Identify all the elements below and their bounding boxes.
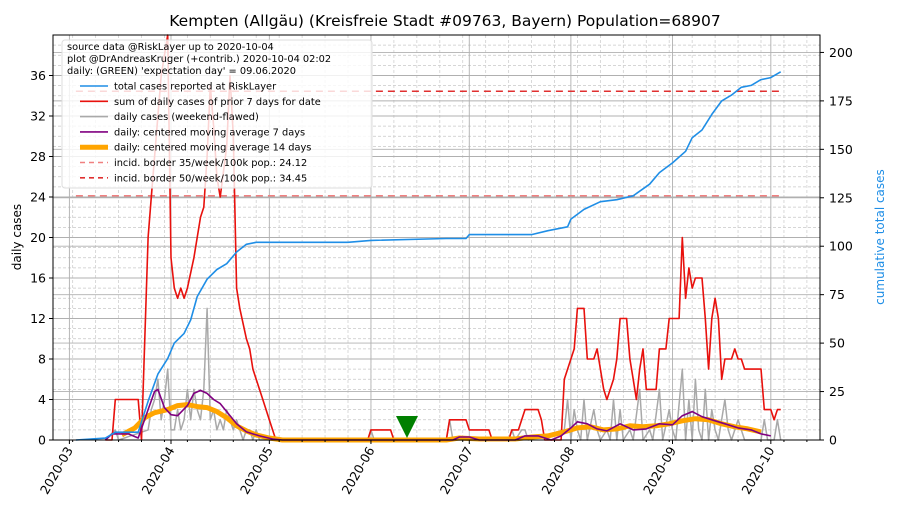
x-tick-label: 2020-03 xyxy=(37,444,76,497)
legend-label: daily: centered moving average 14 days xyxy=(114,143,311,154)
y2-tick-label: 125 xyxy=(829,190,853,205)
x-tick-label: 2020-06 xyxy=(338,444,377,497)
legend-info-line: source data @RiskLayer up to 2020-10-04 xyxy=(67,42,274,53)
y-tick-label: 8 xyxy=(38,352,46,367)
legend-label: incid. border 35/week/100k pop.: 24.12 xyxy=(114,158,307,169)
y2-tick-label: 25 xyxy=(829,384,845,399)
x-tick-label: 2020-05 xyxy=(237,444,276,497)
y-tick-label: 0 xyxy=(38,433,46,448)
x-tick-label: 2020-04 xyxy=(138,444,177,497)
y2-tick-label: 100 xyxy=(829,239,853,254)
y2-tick-label: 200 xyxy=(829,45,853,60)
legend-label: daily: centered moving average 7 days xyxy=(114,127,305,138)
chart-title: Kempten (Allgäu) (Kreisfreie Stadt #0976… xyxy=(169,12,720,30)
legend-box xyxy=(61,39,373,189)
y-tick-label: 16 xyxy=(30,271,46,286)
y-axis-label: daily cases xyxy=(10,204,24,270)
y2-tick-label: 75 xyxy=(829,287,845,302)
legend: source data @RiskLayer up to 2020-10-04p… xyxy=(61,39,373,189)
x-tick-label: 2020-09 xyxy=(640,444,679,497)
series-line-3 xyxy=(104,388,771,441)
y2-tick-label: 0 xyxy=(829,433,837,448)
legend-info-line: daily: (GREEN) 'expectation day' = 09.06… xyxy=(67,66,296,77)
y2-tick-label: 150 xyxy=(829,142,853,157)
x-tick-label: 2020-10 xyxy=(738,444,777,497)
y-tick-label: 12 xyxy=(30,311,46,326)
x-tick-label: 2020-08 xyxy=(538,444,577,497)
y-tick-label: 32 xyxy=(30,109,46,124)
y2-tick-label: 175 xyxy=(829,93,853,108)
chart-series xyxy=(75,34,782,443)
series-line-1 xyxy=(105,34,781,441)
x-tick-label: 2020-07 xyxy=(437,444,476,497)
y2-axis-label: cumulative total cases xyxy=(873,169,887,305)
y-tick-label: 36 xyxy=(30,68,46,83)
legend-label: sum of daily cases of prior 7 days for d… xyxy=(114,97,321,108)
y-tick-label: 20 xyxy=(30,230,46,245)
legend-label: incid. border 50/week/100k pop.: 34.45 xyxy=(114,173,307,184)
legend-info-line: plot @DrAndreasKruger (+contrib.) 2020-1… xyxy=(67,54,331,65)
y-tick-label: 4 xyxy=(38,392,46,407)
y-tick-label: 24 xyxy=(30,190,46,205)
series-line-4 xyxy=(120,402,762,443)
y2-tick-label: 50 xyxy=(829,336,845,351)
series-line-0 xyxy=(75,71,782,441)
legend-label: total cases reported at RiskLayer xyxy=(114,82,277,93)
legend-label: daily cases (weekend-flawed) xyxy=(114,112,259,123)
y-tick-label: 28 xyxy=(30,149,46,164)
expectation-day-marker xyxy=(396,416,418,438)
